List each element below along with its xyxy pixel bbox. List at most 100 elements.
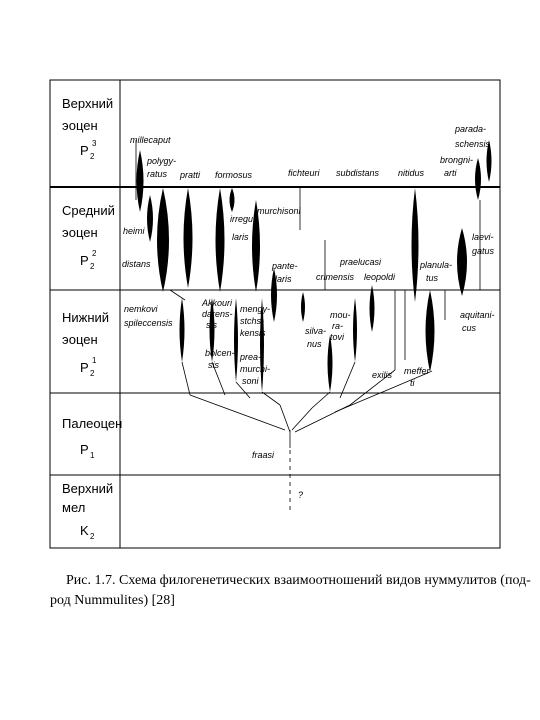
epoch-name: Палеоцен bbox=[62, 416, 122, 431]
spindle bbox=[260, 298, 264, 392]
species-label: darens- bbox=[202, 309, 233, 319]
species-label: cus bbox=[462, 323, 477, 333]
epoch-sub: 2 bbox=[90, 532, 95, 541]
spindle bbox=[234, 298, 238, 382]
epoch-sup: 3 bbox=[92, 139, 97, 148]
epoch-sup: 1 bbox=[92, 356, 97, 365]
species-label: arti bbox=[444, 168, 458, 178]
species-label: laevi- bbox=[472, 232, 494, 242]
species-label: crimensis bbox=[316, 272, 355, 282]
spindle bbox=[301, 292, 305, 322]
species-label: parada- bbox=[454, 124, 486, 134]
species-label: praelucasi bbox=[339, 257, 382, 267]
branch bbox=[294, 404, 351, 433]
species-label: mengy- bbox=[240, 304, 270, 314]
branch bbox=[169, 289, 186, 301]
species-label: prea- bbox=[239, 352, 261, 362]
species-label: sis bbox=[206, 320, 217, 330]
spindle bbox=[157, 188, 169, 292]
branch bbox=[181, 361, 191, 396]
spindle bbox=[147, 195, 153, 242]
species-label: brongni- bbox=[440, 155, 473, 165]
spindle bbox=[327, 335, 333, 392]
epoch-name: Верхний bbox=[62, 481, 113, 496]
species-label: aquitani- bbox=[460, 310, 495, 320]
epoch-sub: 2 bbox=[90, 369, 95, 378]
spindle bbox=[457, 228, 467, 296]
caption: род Nummulites) [28] bbox=[50, 593, 175, 608]
spindle bbox=[183, 188, 193, 288]
species-label: sis bbox=[208, 360, 219, 370]
species-label: kensis bbox=[240, 328, 266, 338]
species-label: formosus bbox=[215, 170, 253, 180]
epoch-name: Верхний bbox=[62, 96, 113, 111]
spindle bbox=[425, 290, 435, 372]
spindle bbox=[475, 158, 481, 200]
species-label: polygy- bbox=[146, 156, 176, 166]
species-label: ratus bbox=[147, 169, 168, 179]
species-label: mou- bbox=[330, 310, 351, 320]
species-label: irregu- bbox=[230, 214, 256, 224]
branch bbox=[291, 407, 313, 431]
species-label: spileccensis bbox=[124, 318, 173, 328]
branch bbox=[189, 394, 286, 431]
caption: Рис. 1.7. Схема филогенетических взаимоо… bbox=[66, 573, 531, 588]
species-label: millecaput bbox=[130, 135, 171, 145]
species-label: stchs- bbox=[240, 316, 264, 326]
species-label: exilis bbox=[372, 370, 393, 380]
epoch-name: Нижний bbox=[62, 310, 109, 325]
epoch-name: эоцен bbox=[62, 332, 98, 347]
spindle bbox=[136, 150, 144, 212]
species-label: laris bbox=[232, 232, 249, 242]
spindle bbox=[252, 200, 260, 292]
species-label: schensis bbox=[455, 139, 491, 149]
spindle bbox=[486, 140, 492, 182]
species-label: meffer- bbox=[404, 366, 432, 376]
species-label: nitidus bbox=[398, 168, 425, 178]
spindle bbox=[179, 298, 185, 362]
species-label: distans bbox=[122, 259, 151, 269]
species-label: murchisoni bbox=[257, 206, 302, 216]
epoch-symbol: P bbox=[80, 442, 89, 457]
species-label: leopoldi bbox=[364, 272, 396, 282]
epoch-sub: 2 bbox=[90, 152, 95, 161]
species-label: bolcen- bbox=[205, 348, 235, 358]
branch bbox=[261, 391, 281, 406]
branch bbox=[279, 404, 291, 433]
branch bbox=[339, 361, 356, 399]
spindle bbox=[229, 188, 235, 212]
branch bbox=[349, 369, 396, 406]
frame bbox=[49, 79, 501, 549]
spindle bbox=[411, 188, 419, 302]
phylogeny bbox=[135, 140, 492, 510]
species-label: gatus bbox=[472, 246, 495, 256]
spindle bbox=[353, 298, 357, 362]
species-label: tovi bbox=[330, 332, 345, 342]
epoch-symbol: K bbox=[80, 523, 89, 538]
species-label: nus bbox=[307, 339, 322, 349]
epoch-name: мел bbox=[62, 500, 85, 515]
epoch-symbol: P bbox=[80, 143, 89, 158]
species-label: planula- bbox=[419, 260, 452, 270]
epoch-symbol: P bbox=[80, 253, 89, 268]
spindle bbox=[369, 285, 375, 332]
epoch-name: эоцен bbox=[62, 225, 98, 240]
epoch-sup: 2 bbox=[92, 249, 97, 258]
species-label: ti bbox=[410, 378, 416, 388]
epoch-sub: 1 bbox=[90, 451, 95, 460]
epoch-name: Средний bbox=[62, 203, 115, 218]
species-label: heimi bbox=[123, 226, 146, 236]
branch bbox=[334, 371, 431, 413]
species-label: soni bbox=[242, 376, 260, 386]
spindle bbox=[215, 188, 225, 292]
epoch-name: эоцен bbox=[62, 118, 98, 133]
spindle bbox=[271, 268, 277, 322]
species-label: nemkovi bbox=[124, 304, 159, 314]
species-label: fichteuri bbox=[288, 168, 321, 178]
species-label: subdistans bbox=[336, 168, 380, 178]
species-label: fraasi bbox=[252, 450, 275, 460]
species-label: Akkouri bbox=[201, 298, 233, 308]
spindle bbox=[209, 298, 215, 362]
